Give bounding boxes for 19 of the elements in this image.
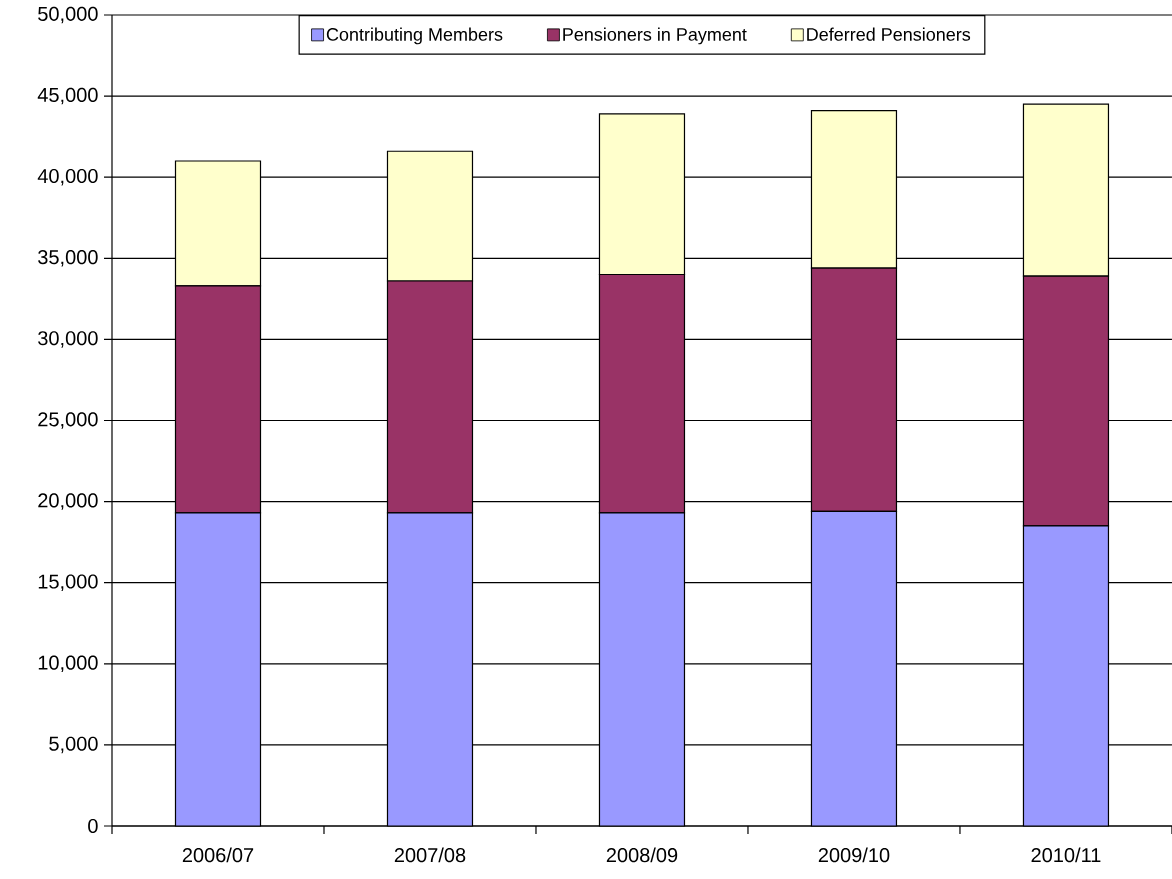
legend-label: Deferred Pensioners: [807, 27, 971, 41]
x-tick-label: 2008/09: [606, 847, 678, 863]
y-tick-label: 0: [88, 818, 98, 834]
y-tick-label: 45,000: [37, 87, 98, 105]
x-tick-label: 2009/10: [818, 847, 890, 863]
y-tick-label: 30,000: [38, 331, 98, 348]
y-tick-label: 15,000: [38, 574, 98, 591]
y-tick-label: 35,000: [38, 250, 98, 267]
x-tick-label: 2010/11: [1031, 847, 1101, 863]
y-tick-label: 25,000: [38, 412, 98, 429]
y-tick-label: 10,000: [38, 655, 98, 673]
y-tick-label: 20,000: [38, 493, 98, 510]
y-tick-label: 50,000: [38, 6, 98, 24]
y-tick-label: 5,000: [49, 736, 98, 754]
legend-label: Pensioners in Payment: [563, 27, 747, 45]
x-tick-label: 2006/07: [182, 847, 254, 863]
legend-label: Contributing Members: [326, 27, 503, 45]
y-tick-label: 40,000: [37, 168, 98, 186]
x-tick-label: 2007/08: [394, 847, 466, 863]
